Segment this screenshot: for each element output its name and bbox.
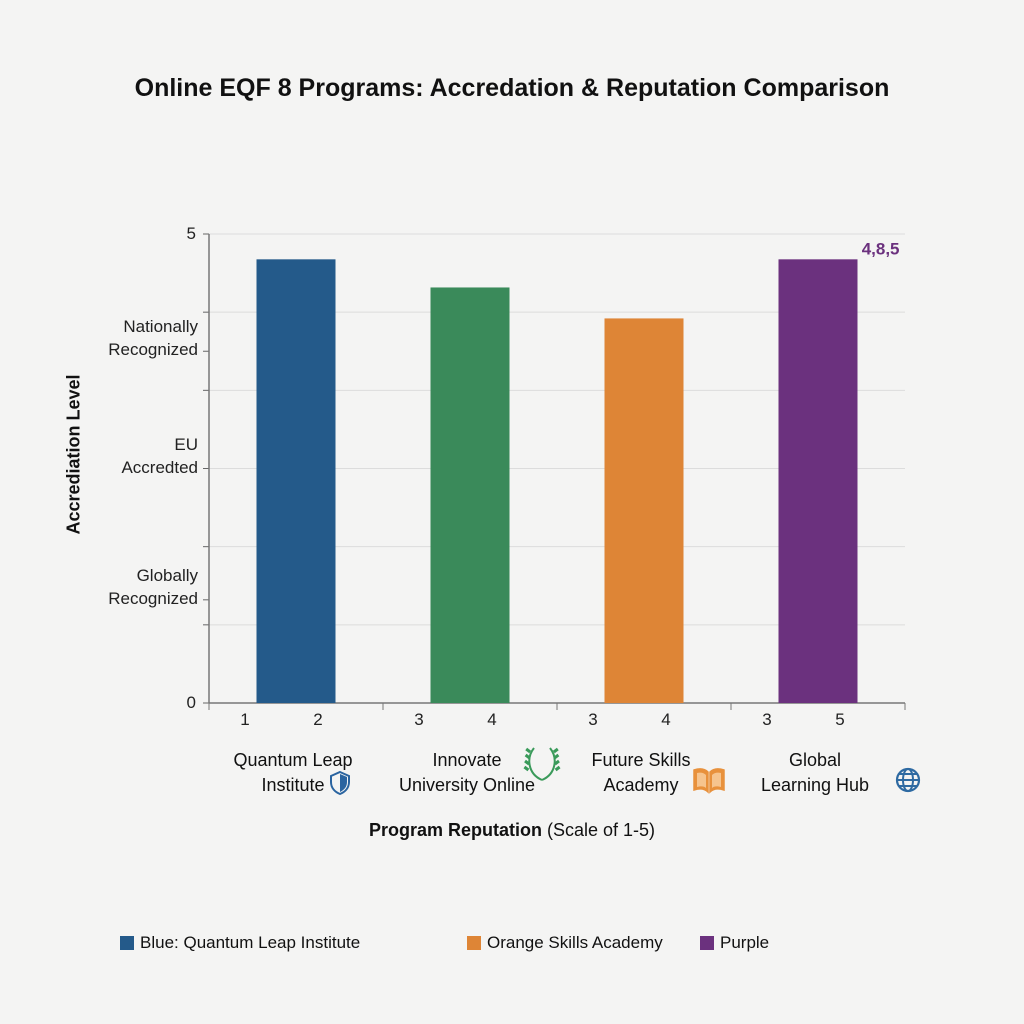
legend-item: Orange Skills Academy (467, 933, 663, 953)
x-tick-label: 5 (835, 710, 845, 729)
legend-swatch (467, 936, 481, 950)
category-label-line: University Online (398, 775, 536, 795)
laurel-wreath-icon (522, 744, 562, 789)
y-tick-label-line: Recognized (108, 588, 198, 608)
y-tick-label: Nationally Recognized (48, 315, 198, 361)
legend-label: Purple (720, 933, 770, 952)
category-label: Future Skills Academy (551, 748, 731, 798)
open-book-icon (692, 766, 726, 799)
category-label-line: Future Skills (591, 750, 691, 770)
y-tick-label: EU Accredted (48, 433, 198, 479)
x-tick-label: 3 (588, 710, 598, 729)
x-tick-label: 2 (313, 710, 323, 729)
category-label-line: Innovate (432, 750, 502, 770)
legend-swatch (120, 936, 134, 950)
x-tick-label: 4 (487, 710, 497, 729)
y-tick-label-line: Globally (136, 565, 198, 585)
y-tick-label-line: EU (174, 434, 198, 454)
bar-1 (256, 259, 336, 703)
y-tick-0: 0 (186, 693, 196, 712)
x-axis-label-rest: (Scale of 1-5) (546, 820, 656, 840)
category-label: Quantum Leap Institute (203, 748, 383, 798)
x-axis-label: Program Reputation (Scale of 1-5) (0, 820, 1024, 841)
y-tick-label-line: Accredted (121, 457, 198, 477)
shield-icon (328, 770, 352, 801)
category-label-line: Academy (603, 775, 679, 795)
category-label: Global Learning Hub (725, 748, 905, 798)
y-tick-5: 5 (186, 224, 196, 243)
legend-item: Purple (700, 933, 769, 953)
bar-2 (430, 287, 510, 703)
category-label-line: Institute (261, 775, 325, 795)
category-label-line: Quantum Leap (233, 750, 353, 770)
y-tick-label-line: Recognized (108, 340, 198, 360)
x-tick-label: 4 (661, 710, 671, 729)
bar-4 (778, 259, 858, 703)
legend-swatch (700, 936, 714, 950)
bar-3 (604, 318, 684, 703)
x-axis-label-bold: Program Reputation (368, 820, 542, 840)
x-tick-label: 3 (762, 710, 772, 729)
category-label: Innovate University Online (377, 748, 557, 798)
x-tick-label: 3 (414, 710, 424, 729)
legend-label: Blue: Quantum Leap Institute (140, 933, 361, 952)
x-tick-label: 1 (240, 710, 250, 729)
y-tick-label-line: Nationally (123, 317, 198, 337)
category-label-line: Learning Hub (760, 775, 870, 795)
chart-title: Online EQF 8 Programs: Accredation & Rep… (134, 74, 890, 102)
legend-item: Blue: Quantum Leap Institute (120, 933, 360, 953)
category-label-line: Global (788, 750, 842, 770)
globe-icon (894, 766, 922, 799)
data-label: 4,8,5 (862, 239, 900, 258)
legend-label: Orange Skills Academy (487, 933, 663, 952)
y-tick-label: Globally Recognized (48, 564, 198, 610)
